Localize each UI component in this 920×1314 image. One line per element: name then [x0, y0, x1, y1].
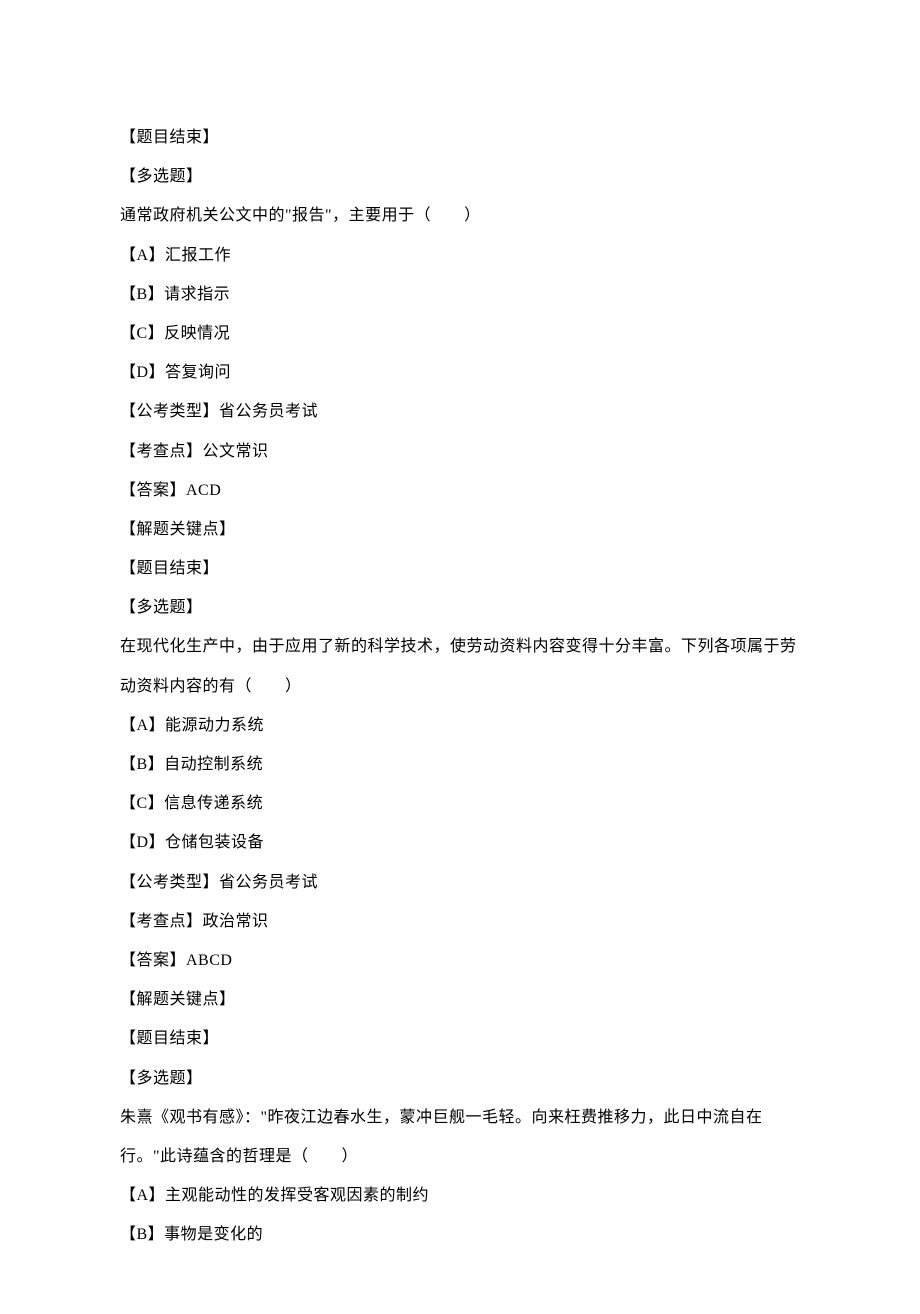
text-line: 【题目结束】 — [120, 549, 800, 588]
exam-type: 【公考类型】省公务员考试 — [120, 863, 800, 902]
answer: 【答案】ACD — [120, 471, 800, 510]
option-a: 【A】主观能动性的发挥受客观因素的制约 — [120, 1176, 800, 1215]
topic: 【考查点】公文常识 — [120, 432, 800, 471]
text-line: 【多选题】 — [120, 588, 800, 627]
question-stem: 朱熹《观书有感》："昨夜江边春水生，蒙冲巨舰一毛轻。向来枉费推移力，此日中流自在… — [120, 1098, 800, 1176]
document-page: 【题目结束】 【多选题】 通常政府机关公文中的"报告"，主要用于（ ） 【A】汇… — [0, 0, 920, 1314]
option-d: 【D】仓储包装设备 — [120, 823, 800, 862]
option-b: 【B】事物是变化的 — [120, 1215, 800, 1254]
option-c: 【C】信息传递系统 — [120, 784, 800, 823]
text-line: 【多选题】 — [120, 1059, 800, 1098]
text-line: 【题目结束】 — [120, 1019, 800, 1058]
question-stem: 通常政府机关公文中的"报告"，主要用于（ ） — [120, 196, 800, 235]
topic: 【考查点】政治常识 — [120, 902, 800, 941]
option-b: 【B】自动控制系统 — [120, 745, 800, 784]
option-a: 【A】能源动力系统 — [120, 706, 800, 745]
question-stem: 在现代化生产中，由于应用了新的科学技术，使劳动资料内容变得十分丰富。下列各项属于… — [120, 627, 800, 705]
key-points: 【解题关键点】 — [120, 510, 800, 549]
key-points: 【解题关键点】 — [120, 980, 800, 1019]
text-line: 【题目结束】 — [120, 118, 800, 157]
answer: 【答案】ABCD — [120, 941, 800, 980]
option-b: 【B】请求指示 — [120, 275, 800, 314]
text-line: 【多选题】 — [120, 157, 800, 196]
option-d: 【D】答复询问 — [120, 353, 800, 392]
exam-type: 【公考类型】省公务员考试 — [120, 392, 800, 431]
option-c: 【C】反映情况 — [120, 314, 800, 353]
option-a: 【A】汇报工作 — [120, 236, 800, 275]
